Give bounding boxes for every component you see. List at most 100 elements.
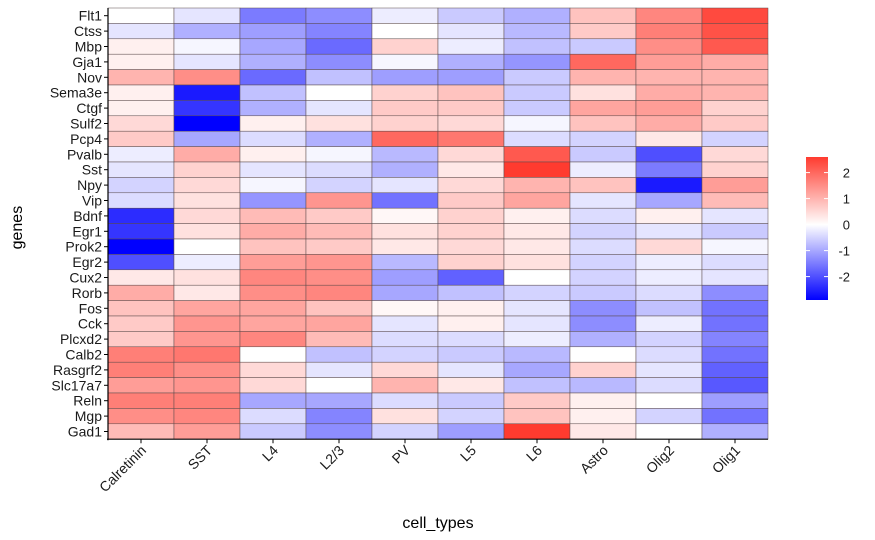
heatmap-cell — [437, 361, 505, 378]
heatmap-cell — [371, 146, 439, 163]
heatmap-cell — [239, 300, 307, 317]
heatmap-cell — [371, 84, 439, 101]
x-tick-label: L4 — [259, 442, 281, 464]
heatmap-cell — [437, 115, 505, 132]
heatmap-cell — [437, 269, 505, 286]
heatmap-cell — [635, 361, 703, 378]
heatmap-cell — [305, 269, 373, 286]
axes — [107, 8, 768, 441]
heatmap-cell — [305, 84, 373, 101]
heatmap-cell — [437, 38, 505, 55]
heatmap-cell — [173, 254, 241, 271]
heatmap-cell — [635, 238, 703, 255]
heatmap-cell — [503, 130, 571, 147]
heatmap-cell — [107, 130, 175, 147]
heatmap-cell — [701, 146, 769, 163]
heatmap-cell — [503, 53, 571, 70]
heatmap-cell — [305, 130, 373, 147]
heatmap-cell — [503, 254, 571, 271]
heatmap-cell — [239, 361, 307, 378]
heatmap-cell — [371, 161, 439, 178]
heatmap-cell — [503, 408, 571, 425]
heatmap-cell — [701, 84, 769, 101]
heatmap-cell — [173, 223, 241, 240]
heatmap-cell — [569, 207, 637, 224]
heatmap-cell — [503, 315, 571, 332]
heatmap-cell — [701, 53, 769, 70]
heatmap-cell — [569, 315, 637, 332]
heatmap-cell — [569, 177, 637, 194]
heatmap-cell — [701, 177, 769, 194]
heatmap-cell — [239, 223, 307, 240]
heatmap-cell — [437, 53, 505, 70]
x-tick-label: Calretinin — [96, 442, 149, 495]
heatmap-cell — [239, 84, 307, 101]
heatmap-cell — [701, 300, 769, 317]
heatmap-cell — [569, 300, 637, 317]
heatmap-cell — [107, 23, 175, 40]
heatmap-cell — [239, 161, 307, 178]
heatmap-cell — [701, 7, 769, 24]
heatmap-cell — [437, 177, 505, 194]
heatmap-cell — [437, 254, 505, 271]
heatmap-cell — [503, 161, 571, 178]
heatmap-cell — [239, 315, 307, 332]
heatmap-cell — [239, 284, 307, 301]
heatmap-cell — [239, 207, 307, 224]
y-tick-label: Rorb — [72, 285, 103, 301]
heatmap-cell — [701, 254, 769, 271]
heatmap-cell — [701, 207, 769, 224]
heatmap-cell — [371, 223, 439, 240]
heatmap-cell — [371, 207, 439, 224]
heatmap-cell — [107, 408, 175, 425]
heatmap-cell — [503, 300, 571, 317]
heatmap-cell — [107, 300, 175, 317]
heatmap-cell — [371, 284, 439, 301]
heatmap-cell — [635, 7, 703, 24]
heatmap-cell — [107, 269, 175, 286]
heatmap-cell — [569, 392, 637, 409]
heatmap-cell — [239, 7, 307, 24]
heatmap-cell — [107, 192, 175, 209]
heatmap-cell — [173, 146, 241, 163]
heatmap-cell — [173, 423, 241, 440]
y-tick-label: Cck — [78, 316, 103, 332]
heatmap-cell — [239, 23, 307, 40]
heatmap-cell — [371, 300, 439, 317]
heatmap-cell — [173, 115, 241, 132]
heatmap-cell — [107, 346, 175, 363]
heatmap-cell — [635, 254, 703, 271]
heatmap-cell — [701, 238, 769, 255]
heatmap-cell — [635, 207, 703, 224]
heatmap-cell — [701, 69, 769, 86]
heatmap-cell — [635, 284, 703, 301]
heatmap-cell — [503, 69, 571, 86]
heatmap-cell — [701, 377, 769, 394]
heatmap-cell — [173, 38, 241, 55]
y-tick-label: Gja1 — [72, 54, 102, 70]
y-tick-label: Sema3e — [50, 85, 102, 101]
heatmap-cell — [173, 408, 241, 425]
heatmap-cell — [305, 377, 373, 394]
heatmap-cell — [239, 346, 307, 363]
heatmap-cells — [107, 7, 769, 440]
heatmap-cell — [701, 269, 769, 286]
heatmap-cell — [503, 423, 571, 440]
x-tick-label: Astro — [577, 442, 612, 477]
y-tick-label: Calb2 — [65, 347, 102, 363]
heatmap-cell — [569, 38, 637, 55]
heatmap-cell — [701, 423, 769, 440]
heatmap-cell — [569, 254, 637, 271]
heatmap-cell — [173, 269, 241, 286]
y-tick-label: Bdnf — [73, 208, 102, 224]
heatmap-cell — [371, 115, 439, 132]
heatmap-cell — [371, 192, 439, 209]
y-tick-label: Sulf2 — [70, 116, 102, 132]
heatmap-cell — [503, 284, 571, 301]
heatmap-cell — [635, 100, 703, 117]
heatmap-cell — [371, 392, 439, 409]
heatmap-cell — [503, 392, 571, 409]
heatmap-cell — [635, 23, 703, 40]
heatmap-cell — [635, 161, 703, 178]
heatmap-cell — [305, 223, 373, 240]
